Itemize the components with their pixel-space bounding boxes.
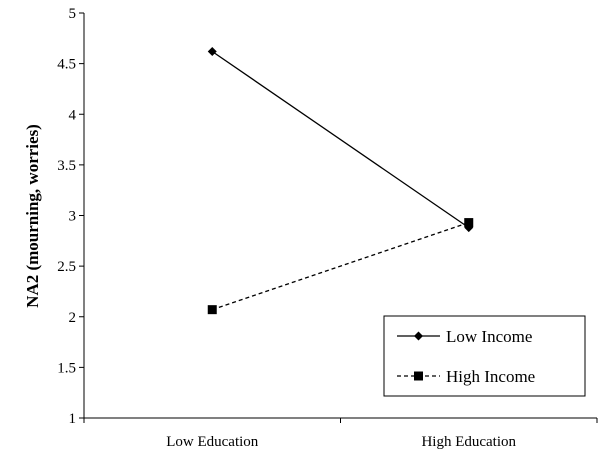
legend-label: High Income [446,367,535,386]
data-point-square [464,218,474,228]
x-tick-label: Low Education [166,434,259,450]
y-tick-label: 4 [69,107,77,123]
y-tick-label: 3 [69,209,77,225]
y-tick-label: 2 [69,310,77,326]
series-group [207,46,474,315]
y-axis-title: NA2 (mourning, worries) [23,124,42,308]
series-line [211,50,470,229]
data-point-square [207,305,217,315]
y-ticks: 1 1.5 2 2.5 3 3.5 4 4.5 5 [57,6,84,427]
legend: Low Income High Income [383,315,586,397]
legend-marker-diamond [414,331,423,341]
data-point-diamond [207,46,217,56]
legend-marker-square [414,371,423,381]
legend-label: Low Income [446,327,532,346]
y-tick-label: 4.5 [57,57,76,73]
y-tick-label: 3.5 [57,158,76,174]
y-tick-label: 1.5 [57,360,76,376]
series-low-income [207,46,474,233]
y-tick-label: 5 [69,6,77,22]
series-line [212,221,469,311]
legend-box [383,315,586,397]
series-high-income [207,218,474,315]
x-tick-label: High Education [421,434,516,450]
y-tick-label: 2.5 [57,259,76,275]
y-tick-label: 1 [69,411,77,427]
x-ticks: Low Education High Education [83,418,598,450]
